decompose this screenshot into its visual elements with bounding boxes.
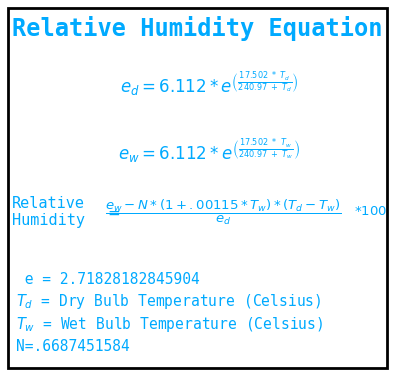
Text: $\dfrac{e_w - N*(1+.00115*T_w)*(T_d-T_w)}{e_d}$: $\dfrac{e_w - N*(1+.00115*T_w)*(T_d-T_w)… bbox=[105, 197, 341, 226]
Text: N=.6687451584: N=.6687451584 bbox=[16, 339, 130, 354]
Text: Relative
Humidity: Relative Humidity bbox=[12, 196, 85, 228]
Text: $T_w$ = Wet Bulb Temperature (Celsius): $T_w$ = Wet Bulb Temperature (Celsius) bbox=[16, 315, 323, 334]
Text: $=$: $=$ bbox=[105, 204, 121, 219]
Text: e = 2.71828182845904: e = 2.71828182845904 bbox=[16, 272, 199, 287]
Text: $e_d = 6.112 * e^{\left(\frac{17.502\ *\ T_d}{240.97\ +\ T_d}\right)}$: $e_d = 6.112 * e^{\left(\frac{17.502\ *\… bbox=[120, 70, 299, 99]
Text: Relative Humidity Equation: Relative Humidity Equation bbox=[12, 16, 383, 40]
Text: $*100$: $*100$ bbox=[354, 206, 387, 218]
Text: $e_w = 6.112 * e^{\left(\frac{17.502\ *\ T_w}{240.97\ +\ T_w}\right)}$: $e_w = 6.112 * e^{\left(\frac{17.502\ *\… bbox=[118, 138, 300, 166]
Text: $T_d$ = Dry Bulb Temperature (Celsius): $T_d$ = Dry Bulb Temperature (Celsius) bbox=[16, 292, 321, 311]
FancyBboxPatch shape bbox=[8, 8, 387, 368]
